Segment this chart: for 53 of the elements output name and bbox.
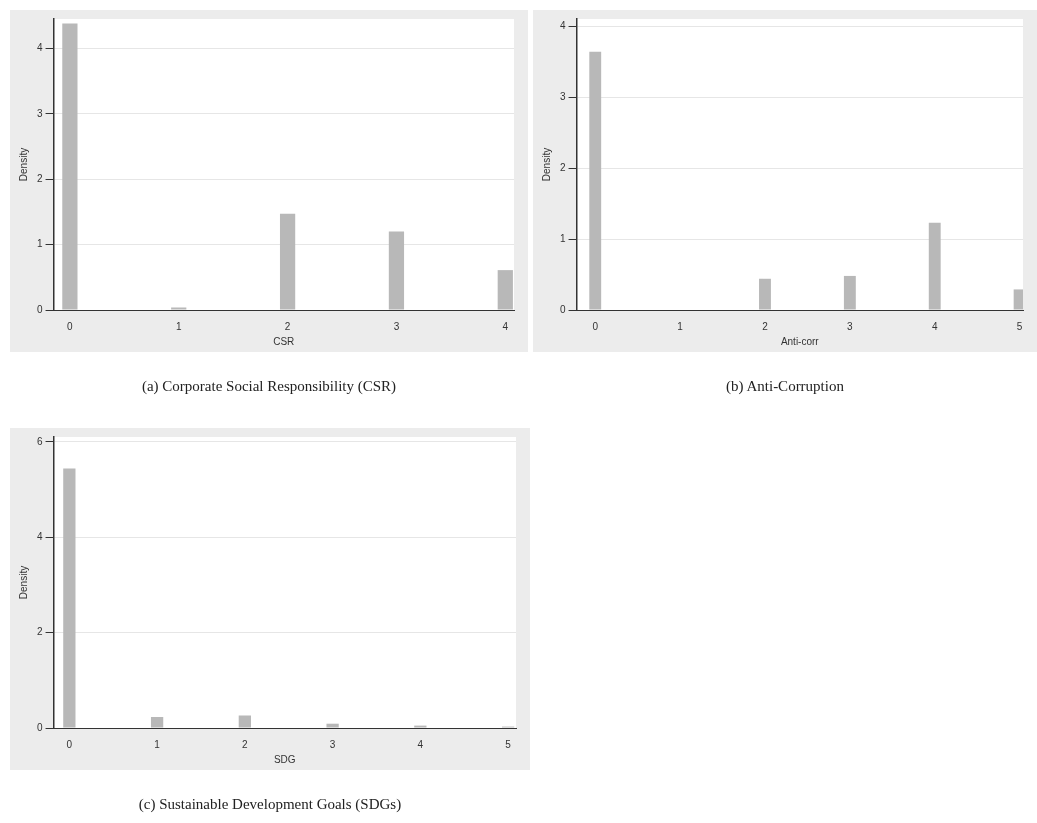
bar bbox=[171, 307, 187, 310]
bar bbox=[759, 278, 771, 310]
x-tick-label: 1 bbox=[154, 738, 161, 750]
bar bbox=[238, 715, 251, 728]
y-tick-label: 3 bbox=[560, 90, 566, 102]
x-tick-label: 2 bbox=[242, 738, 249, 750]
x-axis-title: SDG bbox=[273, 753, 296, 765]
y-axis-title: Density bbox=[17, 565, 29, 600]
y-axis-title: Density bbox=[17, 147, 29, 182]
y-tick-label: 1 bbox=[37, 238, 43, 250]
bar bbox=[150, 717, 164, 728]
y-tick-label: 0 bbox=[560, 303, 566, 315]
y-tick-label: 2 bbox=[560, 161, 566, 173]
x-tick-label: 4 bbox=[502, 320, 509, 332]
y-tick-label: 3 bbox=[37, 107, 43, 119]
y-tick-label: 2 bbox=[37, 172, 43, 184]
x-tick-label: 1 bbox=[677, 320, 684, 332]
bar bbox=[843, 275, 856, 310]
x-tick-label: 1 bbox=[175, 320, 182, 332]
y-tick-label: 4 bbox=[37, 530, 43, 542]
y-tick-label: 4 bbox=[37, 42, 43, 54]
y-tick-label: 0 bbox=[37, 721, 43, 733]
x-tick-label: 4 bbox=[417, 738, 424, 750]
bar bbox=[589, 51, 602, 310]
y-tick-label: 6 bbox=[37, 435, 43, 447]
bar bbox=[928, 222, 941, 310]
y-axis-title: Density bbox=[540, 147, 552, 182]
text: (b) Anti-Corruption bbox=[725, 378, 845, 395]
x-tick-label: 0 bbox=[67, 320, 74, 332]
x-tick-label: 3 bbox=[393, 320, 400, 332]
x-tick-label: 4 bbox=[931, 320, 938, 332]
x-tick-label: 3 bbox=[847, 320, 854, 332]
x-tick-label: 5 bbox=[1016, 320, 1023, 332]
bar bbox=[388, 231, 405, 310]
bar bbox=[497, 270, 513, 310]
text: (a) Corporate Social Responsibility (CSR) bbox=[140, 378, 398, 395]
bar bbox=[62, 23, 78, 310]
bar bbox=[326, 723, 339, 728]
bar bbox=[63, 468, 76, 728]
y-tick-label: 1 bbox=[560, 232, 566, 244]
y-tick-label: 2 bbox=[37, 626, 43, 638]
x-tick-label: 2 bbox=[284, 320, 291, 332]
text: (c) Sustainable Development Goals (SDGs) bbox=[137, 796, 403, 813]
x-tick-label: 2 bbox=[762, 320, 769, 332]
y-tick-label: 0 bbox=[37, 303, 43, 315]
x-tick-label: 0 bbox=[592, 320, 599, 332]
x-tick-label: 3 bbox=[329, 738, 336, 750]
x-tick-label: 5 bbox=[505, 738, 512, 750]
bar bbox=[279, 213, 296, 310]
x-tick-label: 0 bbox=[66, 738, 73, 750]
x-axis-title: Anti-corr bbox=[780, 335, 820, 347]
x-axis-title: CSR bbox=[273, 335, 295, 347]
y-tick-label: 4 bbox=[560, 19, 566, 31]
